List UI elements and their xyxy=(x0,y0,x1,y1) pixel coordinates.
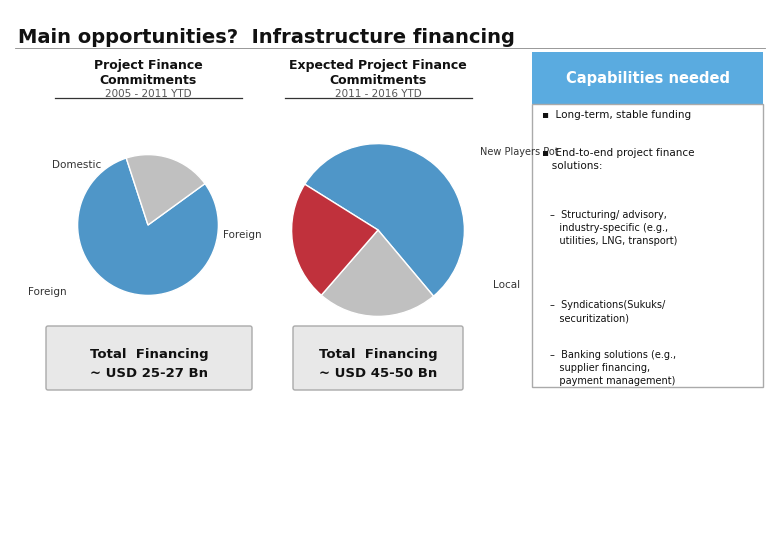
Text: Commitments: Commitments xyxy=(99,74,197,87)
Text: 2005 - 2011 YTD: 2005 - 2011 YTD xyxy=(105,89,191,99)
Text: –  Structuring/ advisory,
   industry-specific (e.g.,
   utilities, LNG, transpo: – Structuring/ advisory, industry-specif… xyxy=(550,210,677,246)
Text: 15-25%: 15-25% xyxy=(393,273,437,283)
FancyBboxPatch shape xyxy=(293,326,463,390)
Text: Domestic: Domestic xyxy=(52,160,101,170)
Text: Main opportunities?  Infrastructure financing: Main opportunities? Infrastructure finan… xyxy=(18,28,515,47)
Text: Foreign: Foreign xyxy=(28,287,66,297)
Text: Foreign: Foreign xyxy=(223,230,262,240)
Text: Local: Local xyxy=(493,280,520,290)
Text: 80%: 80% xyxy=(142,227,168,237)
Text: Project Finance: Project Finance xyxy=(94,59,202,72)
Text: 25-30%: 25-30% xyxy=(400,170,444,180)
Text: 50-60%: 50-60% xyxy=(323,227,367,237)
Text: 2011 - 2016 YTD: 2011 - 2016 YTD xyxy=(335,89,421,99)
Text: Expected Project Finance: Expected Project Finance xyxy=(289,59,467,72)
Text: Total  Financing
~ USD 45-50 Bn: Total Financing ~ USD 45-50 Bn xyxy=(319,348,438,380)
Text: –  Banking solutions (e.g.,
   supplier financing,
   payment management): – Banking solutions (e.g., supplier fina… xyxy=(550,350,676,387)
Text: 20%: 20% xyxy=(93,183,115,193)
FancyBboxPatch shape xyxy=(46,326,252,390)
Bar xyxy=(532,104,763,387)
Text: Capabilities needed: Capabilities needed xyxy=(566,71,729,85)
Text: ▪  Long-term, stable funding: ▪ Long-term, stable funding xyxy=(542,110,691,120)
Text: –  Syndications(Sukuks/
   securitization): – Syndications(Sukuks/ securitization) xyxy=(550,300,665,323)
Wedge shape xyxy=(77,158,218,295)
Wedge shape xyxy=(292,184,378,295)
Text: Commitments: Commitments xyxy=(329,74,427,87)
Text: Total  Financing
~ USD 25-27 Bn: Total Financing ~ USD 25-27 Bn xyxy=(90,348,208,380)
Text: New Players Pot: New Players Pot xyxy=(480,147,558,157)
Bar xyxy=(532,52,763,104)
Text: 6: 6 xyxy=(758,525,764,535)
Wedge shape xyxy=(305,144,464,296)
Text: ▪  End-to-end project finance
   solutions:: ▪ End-to-end project finance solutions: xyxy=(542,148,694,171)
Wedge shape xyxy=(126,154,205,225)
Wedge shape xyxy=(321,230,434,316)
Text: Booz& Company: Booz& Company xyxy=(16,525,79,534)
